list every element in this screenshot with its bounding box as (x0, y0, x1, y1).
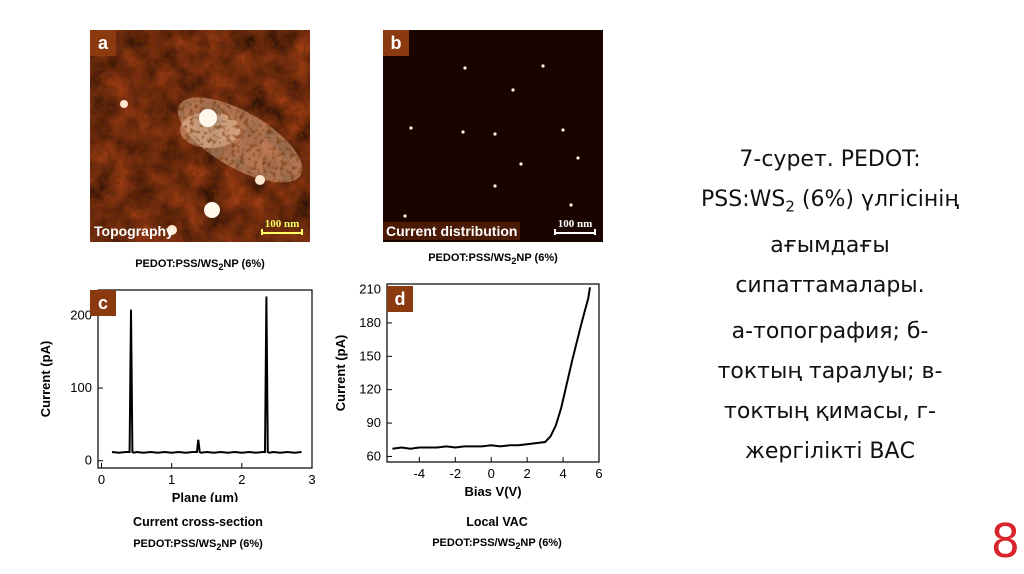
panel-letter-a: a (90, 30, 116, 56)
y-tick-label: 210 (359, 282, 381, 297)
panel-letter-box (90, 290, 116, 316)
y-tick-label: 60 (367, 448, 381, 463)
y-tick-label: 90 (367, 415, 381, 430)
scale-bar-a-label: 100 nm (264, 218, 300, 230)
scale-bar-a: 100 nm (261, 218, 303, 236)
current-spot (493, 132, 497, 136)
y-tick-label: 0 (85, 453, 92, 468)
topography-texture (90, 30, 310, 242)
x-tick-label: 0 (98, 472, 105, 487)
figure-caption-line5: а-топография; б- (731, 319, 929, 345)
scale-bar-b-label: 100 nm (557, 218, 593, 230)
plot-frame (97, 289, 313, 469)
current-spot (493, 184, 497, 188)
figure-caption: 7-сурет. PEDOT: PSS:WS2 (6%) үлгісінің а… (660, 140, 1000, 472)
current-distribution-label: Current distribution (383, 222, 521, 240)
chart-c-title: Current cross-section (133, 515, 263, 529)
panel-letter-b: b (383, 30, 409, 56)
x-tick-label: -4 (414, 466, 426, 481)
caption-a: PEDOT:PSS/WS2NP (6%) (135, 258, 265, 273)
y-axis-label: Current (pA) (38, 341, 53, 418)
current-spot (561, 128, 565, 132)
x-axis-label: Bias V(V) (464, 484, 521, 499)
caption-b: PEDOT:PSS/WS2NP (6%) (428, 252, 558, 267)
current-spot (511, 88, 515, 92)
figure-caption-line3: ағымдағы (770, 233, 890, 259)
x-tick-label: -2 (449, 466, 461, 481)
y-tick-label: 100 (70, 380, 92, 395)
current-distribution-image: b Current distribution 100 nm (383, 30, 603, 242)
x-tick-label: 4 (559, 466, 566, 481)
current-spot (409, 126, 413, 130)
x-axis-label: Plane (μm) (172, 490, 238, 502)
current-spot (403, 214, 407, 218)
figure-caption-line4: сипаттамалары. (735, 273, 925, 299)
current-spot (463, 66, 467, 70)
x-tick-label: 0 (488, 466, 495, 481)
figure-caption-line6: токтың таралуы; в- (717, 359, 943, 385)
topography-label: Topography (94, 223, 174, 239)
panel-letter: c (98, 293, 108, 313)
current-spot (576, 156, 580, 160)
x-tick-label: 2 (524, 466, 531, 481)
data-line (392, 287, 591, 450)
plot-frame (386, 283, 600, 463)
chart-d-title: Local VAC (466, 515, 528, 529)
x-tick-label: 6 (595, 466, 602, 481)
x-tick-label: 1 (168, 472, 175, 487)
current-spot (461, 130, 465, 134)
y-tick-label: 120 (359, 382, 381, 397)
scale-bar-b: 100 nm (554, 218, 596, 236)
y-tick-label: 150 (359, 348, 381, 363)
chart-d-caption: PEDOT:PSS/WS2NP (6%) (432, 537, 562, 552)
panel-letter-box (387, 286, 413, 312)
chart-local-vac: -4 -2 0 2 4 6 60 90 120 150 180 210 Bias V(V) Current… (333, 282, 603, 499)
topography-image: a Topography 100 nm (90, 30, 310, 242)
y-axis-label: Current (pA) (333, 335, 348, 412)
x-tick-label: 3 (308, 472, 315, 487)
current-spot (541, 64, 545, 68)
current-spot (569, 203, 573, 207)
y-tick-label: 180 (359, 315, 381, 330)
data-line (111, 296, 302, 454)
x-tick-label: 2 (238, 472, 245, 487)
current-spot (519, 162, 523, 166)
figure-caption-line7: токтың қимасы, г- (724, 399, 936, 425)
chart-current-cross-section: 0 1 2 3 0 100 200 Plane (μm) Current (pA) c (38, 289, 316, 502)
current-dots (403, 64, 580, 228)
chart-c-caption: PEDOT:PSS/WS2NP (6%) (133, 538, 263, 553)
figure-caption-line8: жергілікті ВАС (745, 439, 915, 465)
y-tick-label: 200 (70, 307, 92, 322)
figure-caption-line1: 7-сурет. PEDOT: (739, 147, 921, 172)
page-number: 8 (990, 514, 1020, 568)
figure-caption-line2: PSS:WS2 (6%) үлгісінің (701, 187, 959, 216)
panel-letter: d (395, 289, 406, 309)
